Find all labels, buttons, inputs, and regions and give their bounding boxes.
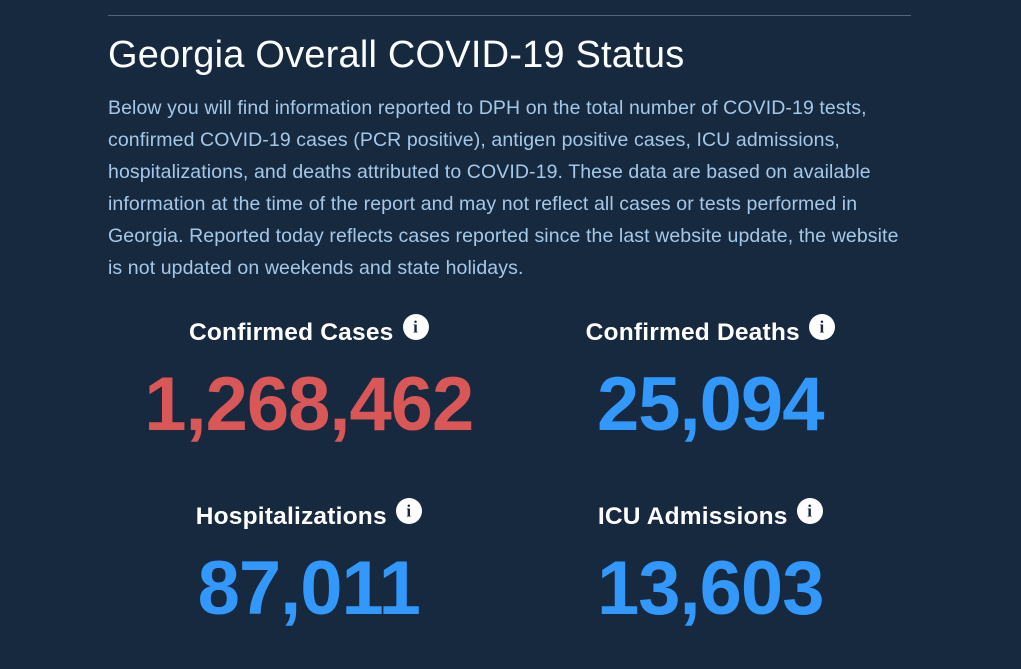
page-title: Georgia Overall COVID-19 Status bbox=[108, 34, 685, 76]
confirmed-deaths-label: Confirmed Deaths bbox=[585, 318, 800, 346]
info-circle-icon[interactable]: i bbox=[808, 313, 835, 340]
confirmed-cases-value: 1,268,462 bbox=[144, 361, 474, 447]
stat-label-row: ICU Admissions i bbox=[510, 497, 912, 533]
info-icon-glyph: i bbox=[413, 317, 418, 337]
icu-admissions-value: 13,603 bbox=[597, 545, 824, 631]
info-icon-glyph: i bbox=[819, 317, 825, 337]
stat-confirmed-cases: Confirmed Cases i 1,268,462 bbox=[108, 313, 510, 447]
info-icon-glyph: i bbox=[807, 501, 812, 521]
stat-label-row: Hospitalizations i bbox=[108, 497, 510, 533]
content-container: Georgia Overall COVID-19 Status Below yo… bbox=[108, 15, 911, 629]
stat-confirmed-deaths: Confirmed Deaths i 25,094 bbox=[510, 313, 912, 447]
confirmed-cases-label: Confirmed Cases bbox=[188, 318, 394, 346]
info-icon-glyph: i bbox=[406, 501, 412, 521]
top-divider bbox=[108, 15, 911, 16]
info-circle-icon[interactable]: i bbox=[796, 497, 823, 524]
intro-paragraph: Below you will find information reported… bbox=[108, 96, 899, 279]
stats-grid: Confirmed Cases i 1,268,462 Confirmed De… bbox=[108, 313, 912, 631]
stat-label-row: Confirmed Deaths i bbox=[510, 313, 912, 349]
stat-hospitalizations: Hospitalizations i 87,011 bbox=[108, 497, 510, 631]
info-circle-icon[interactable]: i bbox=[402, 313, 429, 340]
hospitalizations-label: Hospitalizations bbox=[195, 502, 387, 530]
stat-label-row: Confirmed Cases i bbox=[108, 313, 510, 349]
hospitalizations-value: 87,011 bbox=[197, 545, 421, 631]
icu-admissions-label: ICU Admissions bbox=[597, 502, 788, 530]
confirmed-deaths-value: 25,094 bbox=[597, 361, 824, 447]
stat-icu-admissions: ICU Admissions i 13,603 bbox=[510, 497, 912, 631]
info-circle-icon[interactable]: i bbox=[395, 497, 422, 524]
